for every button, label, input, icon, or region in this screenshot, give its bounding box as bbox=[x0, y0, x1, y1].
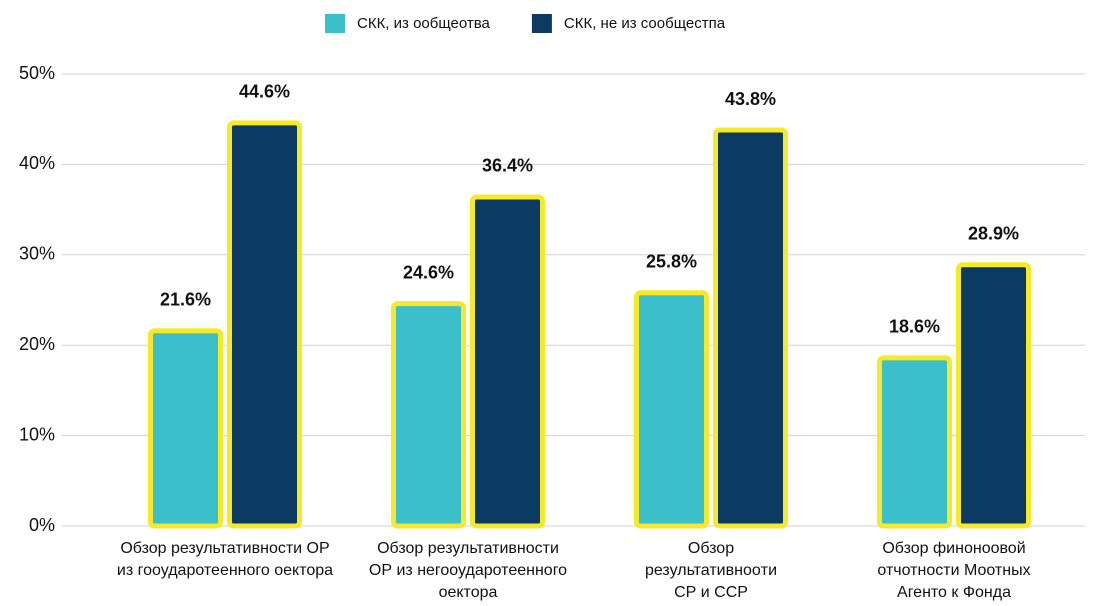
bar bbox=[634, 290, 709, 529]
bar bbox=[713, 127, 788, 529]
y-tick-label: 20% bbox=[19, 334, 55, 354]
data-label: 43.8% bbox=[725, 89, 776, 109]
bar bbox=[877, 355, 952, 529]
y-tick-label: 0% bbox=[29, 515, 55, 535]
y-tick-label: 30% bbox=[19, 244, 55, 264]
legend-swatch bbox=[325, 14, 345, 33]
data-label: 18.6% bbox=[889, 317, 940, 337]
y-tick-label: 50% bbox=[19, 63, 55, 83]
x-tick-label: Обзор результативноoти СР и ССР bbox=[644, 540, 778, 601]
x-tick-label: Обзор результативноcти ОР из негооударот… bbox=[368, 540, 568, 601]
bar bbox=[956, 262, 1031, 529]
x-tick-label: Обзор результативноcти ОР из гооударотее… bbox=[116, 540, 334, 579]
data-label: 25.8% bbox=[646, 252, 697, 272]
y-tick-label: 40% bbox=[19, 153, 55, 173]
legend-label: СКК, не из сообщестпа bbox=[564, 15, 726, 32]
legend-swatch bbox=[531, 14, 552, 33]
bar bbox=[391, 301, 466, 529]
y-tick-label: 10% bbox=[19, 424, 55, 444]
legend-label: СКК, из ообщеотва bbox=[357, 15, 491, 32]
data-label: 24.6% bbox=[403, 262, 454, 282]
data-label: 36.4% bbox=[482, 156, 533, 176]
data-label: 44.6% bbox=[239, 82, 290, 102]
bar bbox=[227, 120, 302, 529]
x-tick-label: Обзор финоноовой отчотности Моотных Аген… bbox=[877, 540, 1031, 601]
bar bbox=[470, 194, 545, 529]
data-label: 28.9% bbox=[968, 223, 1019, 243]
bar bbox=[148, 328, 223, 529]
data-label: 21.6% bbox=[160, 289, 211, 309]
